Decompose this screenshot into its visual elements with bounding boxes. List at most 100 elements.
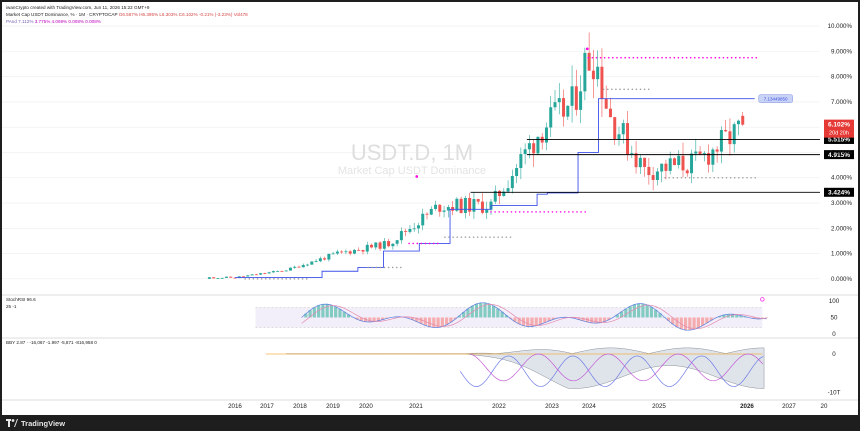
stoch-tick: 100	[829, 298, 840, 305]
dot	[747, 56, 749, 59]
stoch-hist-bar	[368, 317, 372, 323]
candle	[468, 192, 472, 216]
dot	[623, 88, 625, 91]
candle-body	[331, 253, 335, 255]
candle-body	[271, 271, 275, 273]
dot	[480, 236, 483, 238]
candle-body	[672, 158, 676, 165]
candles	[207, 32, 745, 279]
dot	[297, 278, 300, 280]
dot	[305, 278, 308, 280]
stoch-hist-bar	[491, 305, 496, 318]
dot	[289, 278, 292, 280]
candle-body	[310, 261, 314, 265]
dot	[391, 266, 394, 269]
dot	[648, 56, 651, 59]
candle-body	[566, 105, 570, 117]
candle	[416, 222, 420, 234]
dot	[680, 176, 683, 179]
dot	[464, 236, 467, 238]
candle	[694, 138, 698, 161]
stoch-hist-bar	[376, 317, 380, 321]
candle-body	[335, 251, 339, 254]
stoch-hist-bar	[509, 317, 513, 319]
candle-body	[446, 207, 450, 211]
candle	[626, 110, 630, 161]
dot	[539, 211, 541, 213]
stoch-hist-bar	[765, 317, 769, 319]
stoch-hist-bar	[359, 317, 363, 321]
candle-body	[647, 166, 651, 176]
candle-body	[344, 251, 348, 253]
candle-body	[459, 198, 463, 213]
symbol-line: Market Cap USDT Dominance, % · 1M · CRYP…	[6, 12, 248, 17]
candle	[677, 150, 681, 169]
candle	[672, 157, 676, 166]
candle-body	[412, 228, 416, 230]
level-label: 3.424%	[828, 190, 850, 197]
dot	[750, 176, 752, 179]
tradingview-icon	[6, 419, 18, 427]
dot	[501, 236, 504, 238]
candle	[711, 147, 715, 173]
candle	[702, 151, 706, 162]
stoch-hist-bar	[683, 317, 688, 331]
footer-bar: TradingView	[0, 415, 860, 431]
candle	[621, 119, 625, 144]
dot	[436, 242, 439, 245]
stoch-hist-bar	[538, 317, 543, 325]
candle-body	[668, 158, 672, 171]
tradingview-logo[interactable]: TradingView	[6, 418, 65, 428]
candle	[549, 95, 553, 138]
stoch-hist-bar	[462, 312, 466, 318]
dot	[738, 176, 740, 179]
time-tick: 2027	[782, 403, 796, 410]
stoch-hist-bar	[573, 317, 577, 319]
time-tick: 2020	[359, 403, 373, 410]
candle-body	[655, 171, 659, 180]
candle-body	[297, 266, 301, 268]
dot	[420, 242, 423, 245]
time-tick: 2026	[740, 403, 754, 410]
dot	[673, 56, 676, 59]
stoch-hist-bar	[381, 317, 385, 320]
stoch-k-line	[301, 302, 767, 331]
candle	[617, 126, 621, 146]
candle-body	[626, 123, 630, 155]
stoch-hist-bar	[504, 315, 508, 318]
candle-body	[318, 258, 322, 262]
candle	[438, 204, 442, 217]
dot	[572, 211, 574, 213]
candle-body	[502, 191, 506, 196]
dot	[693, 56, 696, 59]
candle	[591, 49, 595, 99]
candle-body	[604, 98, 608, 109]
stoch-hist-bar	[385, 317, 389, 319]
dot	[428, 242, 431, 245]
candle-body	[562, 98, 566, 117]
dots-row-2024	[664, 176, 756, 179]
stoch-hist-bar	[688, 317, 692, 331]
dot	[264, 278, 267, 280]
dot	[301, 278, 304, 280]
dot	[412, 242, 414, 245]
stoch-hist-bar	[317, 305, 321, 318]
candle-body	[399, 231, 403, 241]
candle-body	[480, 201, 484, 213]
stoch-hist-bar	[372, 317, 376, 322]
candle	[288, 267, 292, 271]
chart-area[interactable]: USDT.D, 1M Market Cap USDT Dominance 7.134…	[2, 2, 858, 415]
stoch-hist-bar	[543, 317, 547, 323]
candle-body	[498, 190, 502, 196]
candle	[480, 193, 484, 215]
candle	[579, 75, 583, 124]
candle	[604, 85, 608, 110]
stoch-hist-bar	[666, 317, 671, 321]
stoch-d-line	[301, 304, 767, 330]
stoch-hist-bar	[590, 317, 594, 323]
candle	[638, 155, 642, 175]
stoch-hist-bar	[649, 306, 654, 318]
dot	[514, 211, 517, 213]
